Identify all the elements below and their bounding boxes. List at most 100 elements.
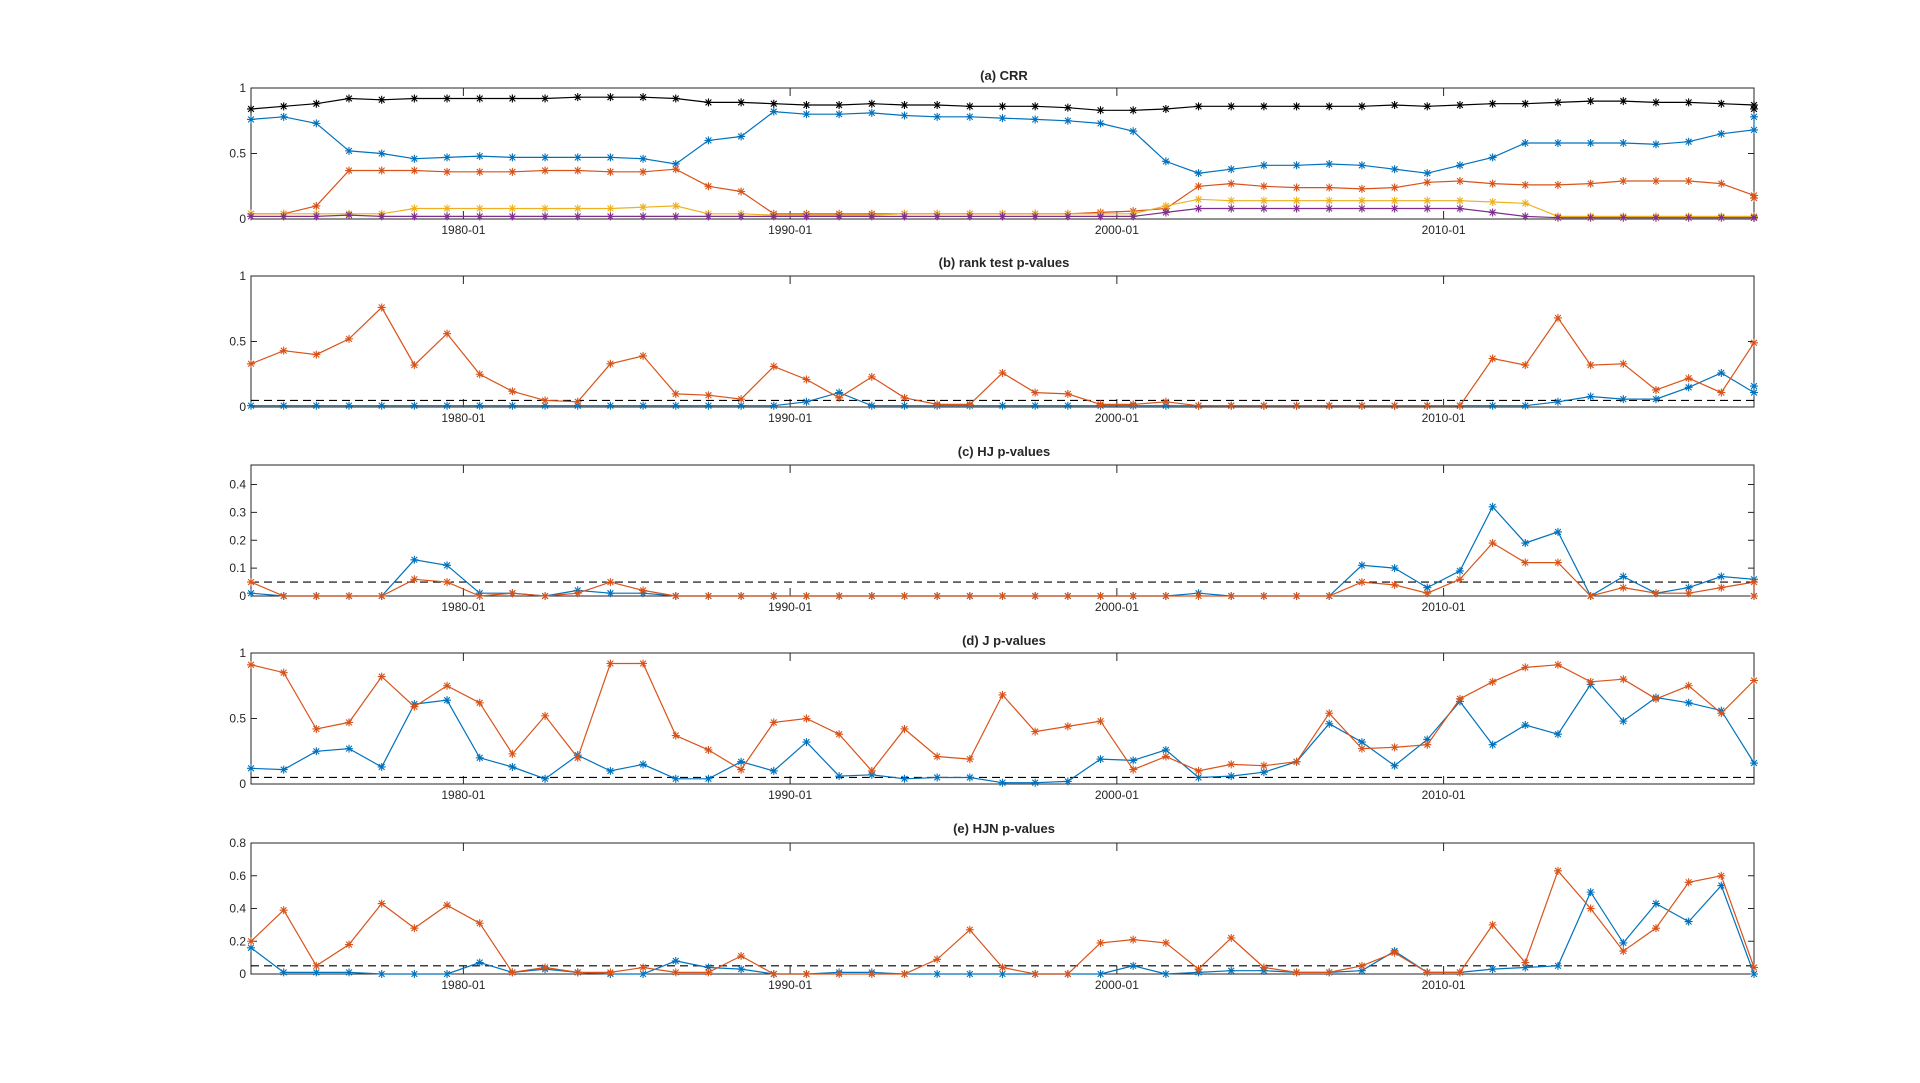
data-point [1194, 592, 1203, 600]
data-point [573, 589, 582, 598]
data-point [1586, 179, 1595, 188]
axis-ticks: 0 0.5 1 1980-01 1990-01 2000-01 2010-01 [229, 646, 1754, 802]
data-point [1750, 112, 1758, 121]
data-point [1390, 761, 1399, 770]
data-point [475, 592, 484, 600]
data-point [1259, 196, 1268, 205]
data-point [1325, 204, 1334, 213]
data-point [1161, 592, 1170, 600]
data-point [900, 212, 909, 221]
data-point [541, 963, 550, 972]
data-point [867, 108, 876, 117]
data-point [541, 212, 550, 221]
data-point [508, 204, 517, 213]
data-point [769, 362, 778, 371]
data-point [606, 401, 615, 410]
data-point [573, 153, 582, 162]
data-point [1031, 970, 1040, 978]
x-tick-label: 2010-01 [1422, 978, 1466, 992]
data-point [998, 690, 1007, 699]
data-point [1488, 539, 1497, 548]
data-point [1129, 935, 1138, 944]
data-point [1750, 338, 1758, 347]
data-point [1227, 966, 1236, 975]
panel-j: (d) J p-values 0 0.5 1 1980-01 1990-01 2000-0… [229, 633, 1758, 802]
data-point [508, 762, 517, 771]
data-point [247, 764, 255, 773]
series-group [247, 866, 1758, 978]
data-point [1717, 388, 1726, 397]
data-point [247, 212, 255, 221]
data-point [1586, 592, 1595, 600]
x-tick-label: 2010-01 [1422, 223, 1466, 237]
data-point [1455, 566, 1464, 575]
data-point [1684, 98, 1693, 107]
data-point [1750, 759, 1758, 768]
y-tick-label: 0.2 [229, 533, 246, 547]
data-point [867, 592, 876, 600]
data-point [443, 167, 452, 176]
data-point [671, 159, 680, 168]
data-point [1553, 730, 1562, 739]
data-point [998, 114, 1007, 123]
data-point [1488, 677, 1497, 686]
data-point [1619, 97, 1628, 106]
data-point [1521, 401, 1530, 410]
data-point [345, 744, 354, 753]
data-point [1096, 717, 1105, 726]
data-point [1684, 213, 1693, 222]
data-point [1357, 966, 1366, 975]
data-point [1619, 572, 1628, 581]
y-tick-label: 0.8 [229, 836, 246, 850]
data-point [1553, 660, 1562, 669]
series-group [247, 502, 1758, 600]
data-point [1619, 675, 1628, 684]
data-point [998, 212, 1007, 221]
data-point [933, 592, 942, 600]
data-point [541, 711, 550, 720]
data-point [541, 94, 550, 103]
data-point [1586, 361, 1595, 370]
data-point [769, 592, 778, 600]
data-point [1488, 197, 1497, 206]
data-point [1521, 361, 1530, 370]
data-point [965, 925, 974, 934]
data-point [835, 970, 844, 978]
data-point [1390, 165, 1399, 174]
data-point [671, 592, 680, 600]
data-point [247, 578, 255, 587]
data-point [1161, 104, 1170, 113]
data-point [1521, 963, 1530, 972]
data-point [639, 970, 648, 978]
data-point [410, 970, 419, 978]
data-point [1325, 592, 1334, 600]
y-tick-label: 0.5 [229, 335, 246, 349]
x-tick-label: 2010-01 [1422, 788, 1466, 802]
data-point [704, 212, 713, 221]
data-point [1488, 502, 1497, 511]
data-point [1586, 97, 1595, 106]
data-point [737, 212, 746, 221]
data-point [1096, 970, 1105, 978]
data-point [1684, 681, 1693, 690]
axes-box [250, 842, 1755, 975]
data-point [606, 359, 615, 368]
data-point [835, 393, 844, 402]
data-point [802, 212, 811, 221]
data-point [704, 968, 713, 977]
data-point [998, 401, 1007, 410]
data-point [443, 578, 452, 587]
data-point [279, 968, 288, 977]
data-point [900, 970, 909, 978]
data-point [1553, 98, 1562, 107]
data-point [671, 774, 680, 783]
data-point [1194, 965, 1203, 974]
data-point [1063, 722, 1072, 731]
data-point [835, 592, 844, 600]
data-point [1259, 768, 1268, 777]
panel-title: (b) rank test p-values [939, 255, 1070, 270]
data-point [933, 752, 942, 761]
data-point [475, 204, 484, 213]
data-point [639, 760, 648, 769]
data-point [312, 401, 321, 410]
